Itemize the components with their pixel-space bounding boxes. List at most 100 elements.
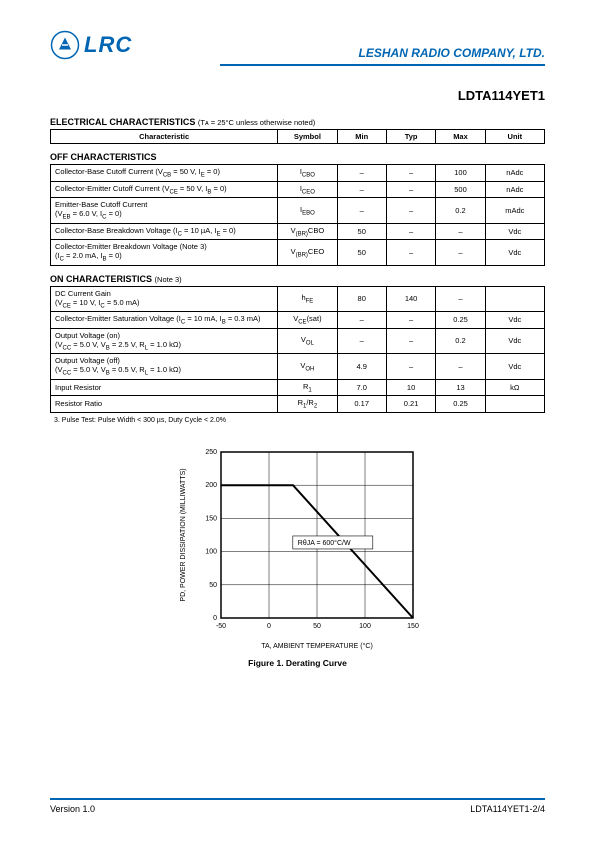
cell-unit: Vdc	[485, 328, 544, 354]
cell-typ: –	[386, 240, 435, 266]
cell-max: 0.25	[436, 396, 485, 413]
svg-text:100: 100	[359, 623, 371, 630]
on-char-heading: ON CHARACTERISTICS (Note 3)	[50, 274, 545, 284]
cell-min: 50	[337, 223, 386, 240]
part-number: LDTA114YET1	[0, 66, 595, 111]
cell-min: 0.17	[337, 396, 386, 413]
table-row: Collector-Base Cutoff Current (VCB = 50 …	[51, 165, 545, 182]
cell-unit: mAdc	[485, 198, 544, 224]
cell-max: 100	[436, 165, 485, 182]
off-char-table: Collector-Base Cutoff Current (VCB = 50 …	[50, 164, 545, 266]
logo-text: LRC	[84, 32, 132, 58]
svg-text:200: 200	[205, 482, 217, 489]
on-title-text: ON CHARACTERISTICS	[50, 274, 152, 284]
cell-typ: –	[386, 312, 435, 329]
svg-text:PD, POWER DISSIPATION (MILLIWA: PD, POWER DISSIPATION (MILLIWATTS)	[180, 468, 187, 601]
cell-max: –	[436, 240, 485, 266]
cell-max: 0.2	[436, 328, 485, 354]
cell-unit: nAdc	[485, 165, 544, 182]
cell-min: 50	[337, 240, 386, 266]
table-row: DC Current Gain(VCE = 10 V, IC = 5.0 mA)…	[51, 286, 545, 312]
cell-min: 80	[337, 286, 386, 312]
svg-text:RθJA = 600°C/W: RθJA = 600°C/W	[297, 538, 350, 546]
cell-typ: 10	[386, 379, 435, 396]
chart-caption: Figure 1. Derating Curve	[50, 658, 545, 668]
cell-symbol: hFE	[278, 286, 337, 312]
footer-row: Version 1.0 LDTA114YET1-2/4	[50, 804, 545, 814]
cell-symbol: VOL	[278, 328, 337, 354]
page-footer: Version 1.0 LDTA114YET1-2/4	[50, 798, 545, 814]
page-label: LDTA114YET1-2/4	[470, 804, 545, 814]
cell-typ: –	[386, 181, 435, 198]
page-header: LRC LESHAN RADIO COMPANY, LTD.	[0, 0, 595, 60]
cell-unit	[485, 286, 544, 312]
col-min: Min	[337, 130, 386, 144]
lrc-logo-icon	[50, 30, 80, 60]
cell-characteristic: Emitter-Base Cutoff Current(VEB = 6.0 V,…	[51, 198, 278, 224]
on-char-table: DC Current Gain(VCE = 10 V, IC = 5.0 mA)…	[50, 286, 545, 413]
cell-unit: Vdc	[485, 240, 544, 266]
derating-chart: -50050100150050100150200250RθJA = 600°C/…	[50, 442, 545, 668]
company-name: LESHAN RADIO COMPANY, LTD.	[359, 46, 545, 60]
table-row: Collector-Emitter Breakdown Voltage (Not…	[51, 240, 545, 266]
svg-text:50: 50	[313, 623, 321, 630]
cell-max: 0.25	[436, 312, 485, 329]
cell-characteristic: Collector-Base Cutoff Current (VCB = 50 …	[51, 165, 278, 182]
cell-min: –	[337, 198, 386, 224]
cell-max: –	[436, 223, 485, 240]
cell-unit: Vdc	[485, 223, 544, 240]
note-3: 3. Pulse Test: Pulse Width < 300 µs, Dut…	[54, 417, 545, 424]
chart-svg: -50050100150050100150200250RθJA = 600°C/…	[173, 442, 423, 652]
header-table: Characteristic Symbol Min Typ Max Unit	[50, 129, 545, 144]
svg-text:-50: -50	[215, 623, 225, 630]
cell-characteristic: Collector-Base Breakdown Voltage (IC = 1…	[51, 223, 278, 240]
cell-characteristic: Collector-Emitter Cutoff Current (VCE = …	[51, 181, 278, 198]
cell-unit: Vdc	[485, 312, 544, 329]
col-typ: Typ	[386, 130, 435, 144]
cell-min: –	[337, 328, 386, 354]
table-row: Collector-Base Breakdown Voltage (IC = 1…	[51, 223, 545, 240]
cell-min: –	[337, 165, 386, 182]
on-condition: (Note 3)	[155, 275, 182, 284]
cell-typ: 0.21	[386, 396, 435, 413]
cell-symbol: ICBO	[278, 165, 337, 182]
cell-max: 0.2	[436, 198, 485, 224]
cell-symbol: R1	[278, 379, 337, 396]
svg-text:TA, AMBIENT TEMPERATURE (°C): TA, AMBIENT TEMPERATURE (°C)	[261, 642, 373, 650]
table-row: Resistor RatioR1/R20.170.210.25	[51, 396, 545, 413]
cell-max: –	[436, 354, 485, 380]
cell-typ: –	[386, 354, 435, 380]
cell-min: –	[337, 312, 386, 329]
elec-condition: (Tᴀ = 25°C unless otherwise noted)	[198, 118, 315, 127]
col-unit: Unit	[485, 130, 544, 144]
cell-unit: Vdc	[485, 354, 544, 380]
table-row: Output Voltage (off)(VCC = 5.0 V, VB = 0…	[51, 354, 545, 380]
col-characteristic: Characteristic	[51, 130, 278, 144]
cell-typ: 140	[386, 286, 435, 312]
svg-text:0: 0	[213, 615, 217, 622]
off-char-heading: OFF CHARACTERISTICS	[50, 152, 545, 162]
version-label: Version 1.0	[50, 804, 95, 814]
cell-unit: kΩ	[485, 379, 544, 396]
cell-typ: –	[386, 198, 435, 224]
cell-max: –	[436, 286, 485, 312]
cell-characteristic: DC Current Gain(VCE = 10 V, IC = 5.0 mA)	[51, 286, 278, 312]
cell-symbol: VOH	[278, 354, 337, 380]
svg-text:100: 100	[205, 548, 217, 555]
col-max: Max	[436, 130, 485, 144]
content-area: ELECTRICAL CHARACTERISTICS (Tᴀ = 25°C un…	[0, 117, 595, 668]
cell-max: 13	[436, 379, 485, 396]
logo-area: LRC	[50, 30, 132, 60]
cell-min: –	[337, 181, 386, 198]
svg-text:50: 50	[209, 581, 217, 588]
table-row: Output Voltage (on)(VCC = 5.0 V, VB = 2.…	[51, 328, 545, 354]
cell-symbol: IEBO	[278, 198, 337, 224]
table-row: Input ResistorR17.01013kΩ	[51, 379, 545, 396]
cell-typ: –	[386, 165, 435, 182]
cell-symbol: R1/R2	[278, 396, 337, 413]
svg-text:0: 0	[267, 623, 271, 630]
cell-symbol: VCE(sat)	[278, 312, 337, 329]
col-symbol: Symbol	[278, 130, 337, 144]
elec-char-title: ELECTRICAL CHARACTERISTICS (Tᴀ = 25°C un…	[50, 117, 545, 127]
table-header-row: Characteristic Symbol Min Typ Max Unit	[51, 130, 545, 144]
